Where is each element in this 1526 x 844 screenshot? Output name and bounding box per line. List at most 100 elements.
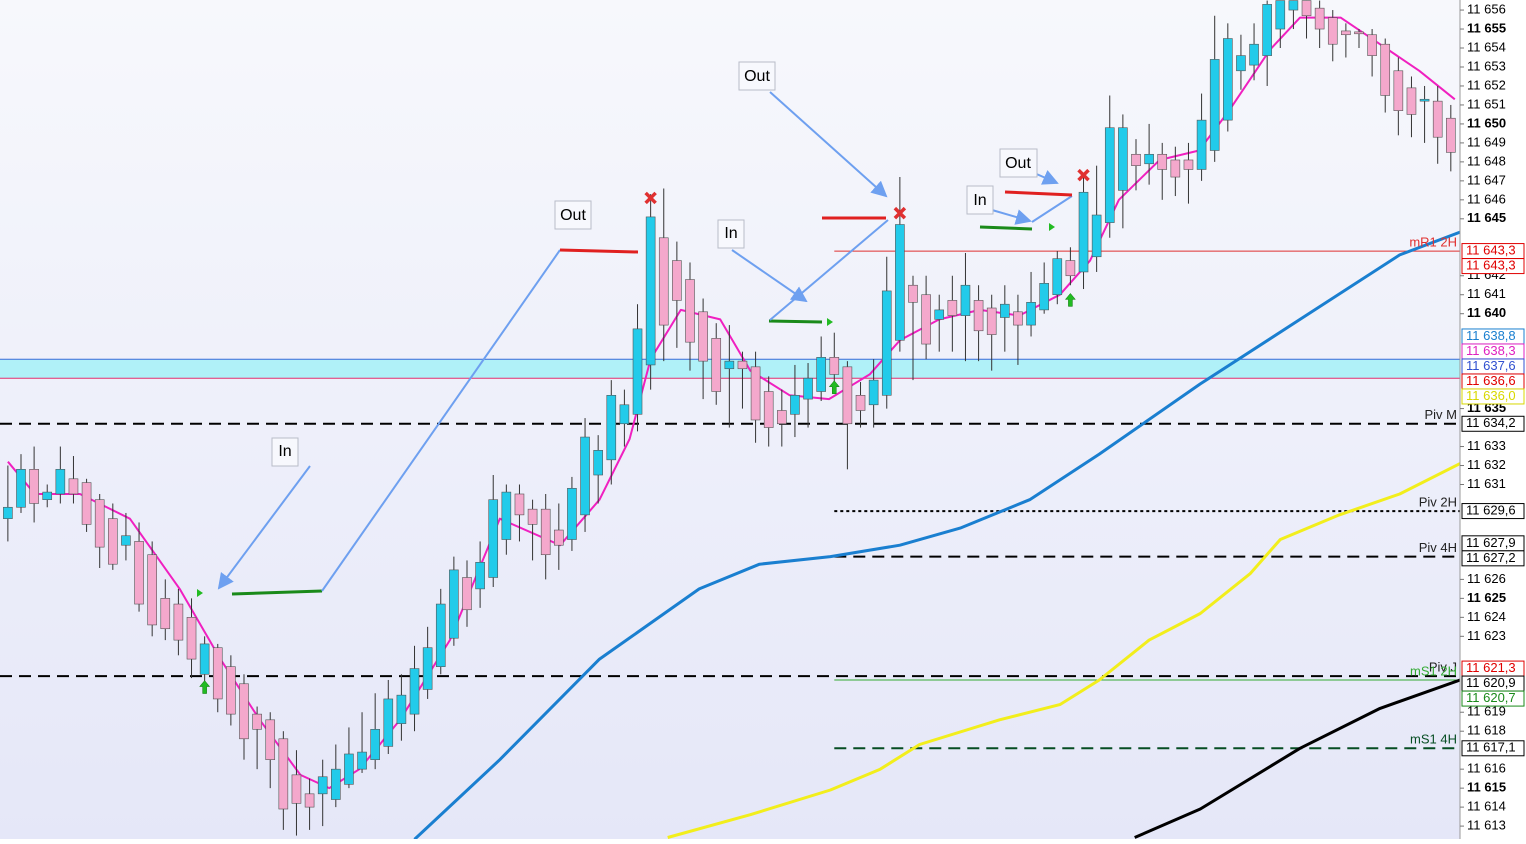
arrow bbox=[217, 465, 311, 590]
y-tick-label: 11 625 bbox=[1467, 590, 1506, 605]
candle-body bbox=[763, 391, 774, 428]
moving-average bbox=[667, 462, 1460, 839]
y-tick-label: 11 632 bbox=[1467, 457, 1506, 472]
candle-body bbox=[239, 683, 249, 740]
price-label: 11 620,7 bbox=[1461, 690, 1525, 707]
candle-body bbox=[737, 360, 748, 370]
candle-body bbox=[947, 300, 958, 316]
exit-marker bbox=[1077, 168, 1090, 182]
candle-body bbox=[540, 508, 551, 556]
y-tick-label: 11 648 bbox=[1467, 153, 1506, 168]
candle-body bbox=[1367, 34, 1377, 56]
candle-body bbox=[842, 366, 853, 425]
annotation: In bbox=[724, 225, 737, 242]
candle-body bbox=[881, 290, 892, 396]
candle-body bbox=[1170, 159, 1181, 178]
candle-body bbox=[934, 309, 945, 320]
candle-body bbox=[212, 647, 223, 700]
candle-body bbox=[278, 738, 289, 810]
price-label-box bbox=[1461, 740, 1525, 757]
trade-line bbox=[769, 219, 889, 321]
price-label-box bbox=[1461, 550, 1525, 567]
candle-body bbox=[475, 562, 485, 590]
candle-body bbox=[1026, 302, 1036, 326]
candle-body bbox=[147, 554, 157, 626]
candle-body bbox=[593, 450, 603, 476]
price-label-text: 11 627,9 bbox=[1466, 535, 1516, 550]
candle-body bbox=[658, 237, 669, 326]
y-tick-label: 11 654 bbox=[1467, 39, 1506, 54]
y-tick-label: 11 651 bbox=[1467, 96, 1506, 111]
price-label-text: 11 620,7 bbox=[1466, 690, 1516, 705]
candle-body bbox=[1131, 153, 1141, 166]
candle-body bbox=[396, 694, 407, 724]
signal-triangle bbox=[197, 589, 203, 597]
price-label: 11 627,9 bbox=[1461, 535, 1525, 552]
candle-body bbox=[711, 338, 722, 392]
candle-body bbox=[134, 541, 144, 605]
price-label-text: 11 634,2 bbox=[1466, 415, 1516, 430]
price-label: 11 637,6 bbox=[1461, 358, 1525, 375]
candle-body bbox=[829, 357, 840, 375]
trade-line bbox=[1031, 195, 1073, 223]
level-name: Piv J bbox=[1429, 660, 1457, 675]
price-label: 11 634,2 bbox=[1461, 415, 1525, 432]
y-tick-label: 11 613 bbox=[1467, 818, 1506, 833]
candle-body bbox=[554, 529, 564, 546]
price-label-text: 11 636,0 bbox=[1466, 388, 1516, 403]
level-name: Piv M bbox=[1425, 407, 1458, 422]
candle-body bbox=[501, 491, 512, 540]
price-label: 11 617,1 bbox=[1461, 740, 1525, 757]
annotation: Out bbox=[744, 68, 770, 85]
candle-body bbox=[1406, 87, 1417, 115]
candle-body bbox=[567, 487, 577, 540]
annotation-box bbox=[271, 437, 299, 467]
candle-body bbox=[488, 499, 499, 578]
exit-line bbox=[1004, 190, 1073, 197]
price-label-text: 11 643,3 bbox=[1466, 243, 1516, 258]
candle-body bbox=[199, 643, 210, 675]
candle-body bbox=[1000, 303, 1010, 318]
candle-body bbox=[698, 311, 708, 362]
annotation: In bbox=[973, 192, 986, 209]
candle-body bbox=[462, 577, 472, 611]
price-label-box bbox=[1461, 388, 1525, 405]
price-label-text: 11 636,6 bbox=[1466, 373, 1516, 388]
candle-body bbox=[1209, 59, 1220, 151]
candle-body bbox=[1327, 17, 1338, 45]
candle-body bbox=[580, 436, 590, 516]
candle-body bbox=[291, 774, 302, 804]
candle-body bbox=[606, 395, 617, 461]
candle-body bbox=[1314, 7, 1325, 30]
level-name: Piv 4H bbox=[1419, 540, 1457, 555]
annotation: Out bbox=[1005, 155, 1031, 172]
annotation: In bbox=[278, 443, 291, 460]
entry-line bbox=[979, 225, 1033, 231]
candle-body bbox=[344, 753, 354, 785]
candle-body bbox=[1196, 119, 1207, 170]
candle-body bbox=[94, 499, 105, 548]
candle-body bbox=[973, 300, 984, 332]
y-tick-label: 11 647 bbox=[1467, 172, 1506, 187]
candle-body bbox=[777, 410, 787, 425]
candle-body bbox=[357, 751, 367, 770]
price-label: 11 643,3 bbox=[1461, 243, 1525, 260]
price-label-text: 11 643,3 bbox=[1466, 258, 1516, 273]
price-label: 11 636,6 bbox=[1461, 373, 1525, 390]
candle-body bbox=[1013, 311, 1023, 326]
exit-marker bbox=[644, 191, 657, 205]
level-name: Piv 2H bbox=[1419, 495, 1457, 510]
y-tick-label: 11 656 bbox=[1467, 1, 1506, 16]
price-label-box bbox=[1461, 415, 1525, 432]
candle-body bbox=[1446, 117, 1456, 153]
candle-body bbox=[1052, 258, 1063, 296]
plot-background bbox=[0, 0, 1460, 839]
candle-body bbox=[632, 328, 643, 415]
y-tick-label: 11 649 bbox=[1467, 134, 1506, 149]
candle-body bbox=[16, 469, 26, 508]
candle-body bbox=[55, 469, 66, 495]
y-tick-label: 11 614 bbox=[1467, 799, 1506, 814]
price-label-text: 11 637,6 bbox=[1466, 358, 1516, 373]
candle-body bbox=[265, 719, 276, 760]
candle-body bbox=[1393, 70, 1404, 111]
